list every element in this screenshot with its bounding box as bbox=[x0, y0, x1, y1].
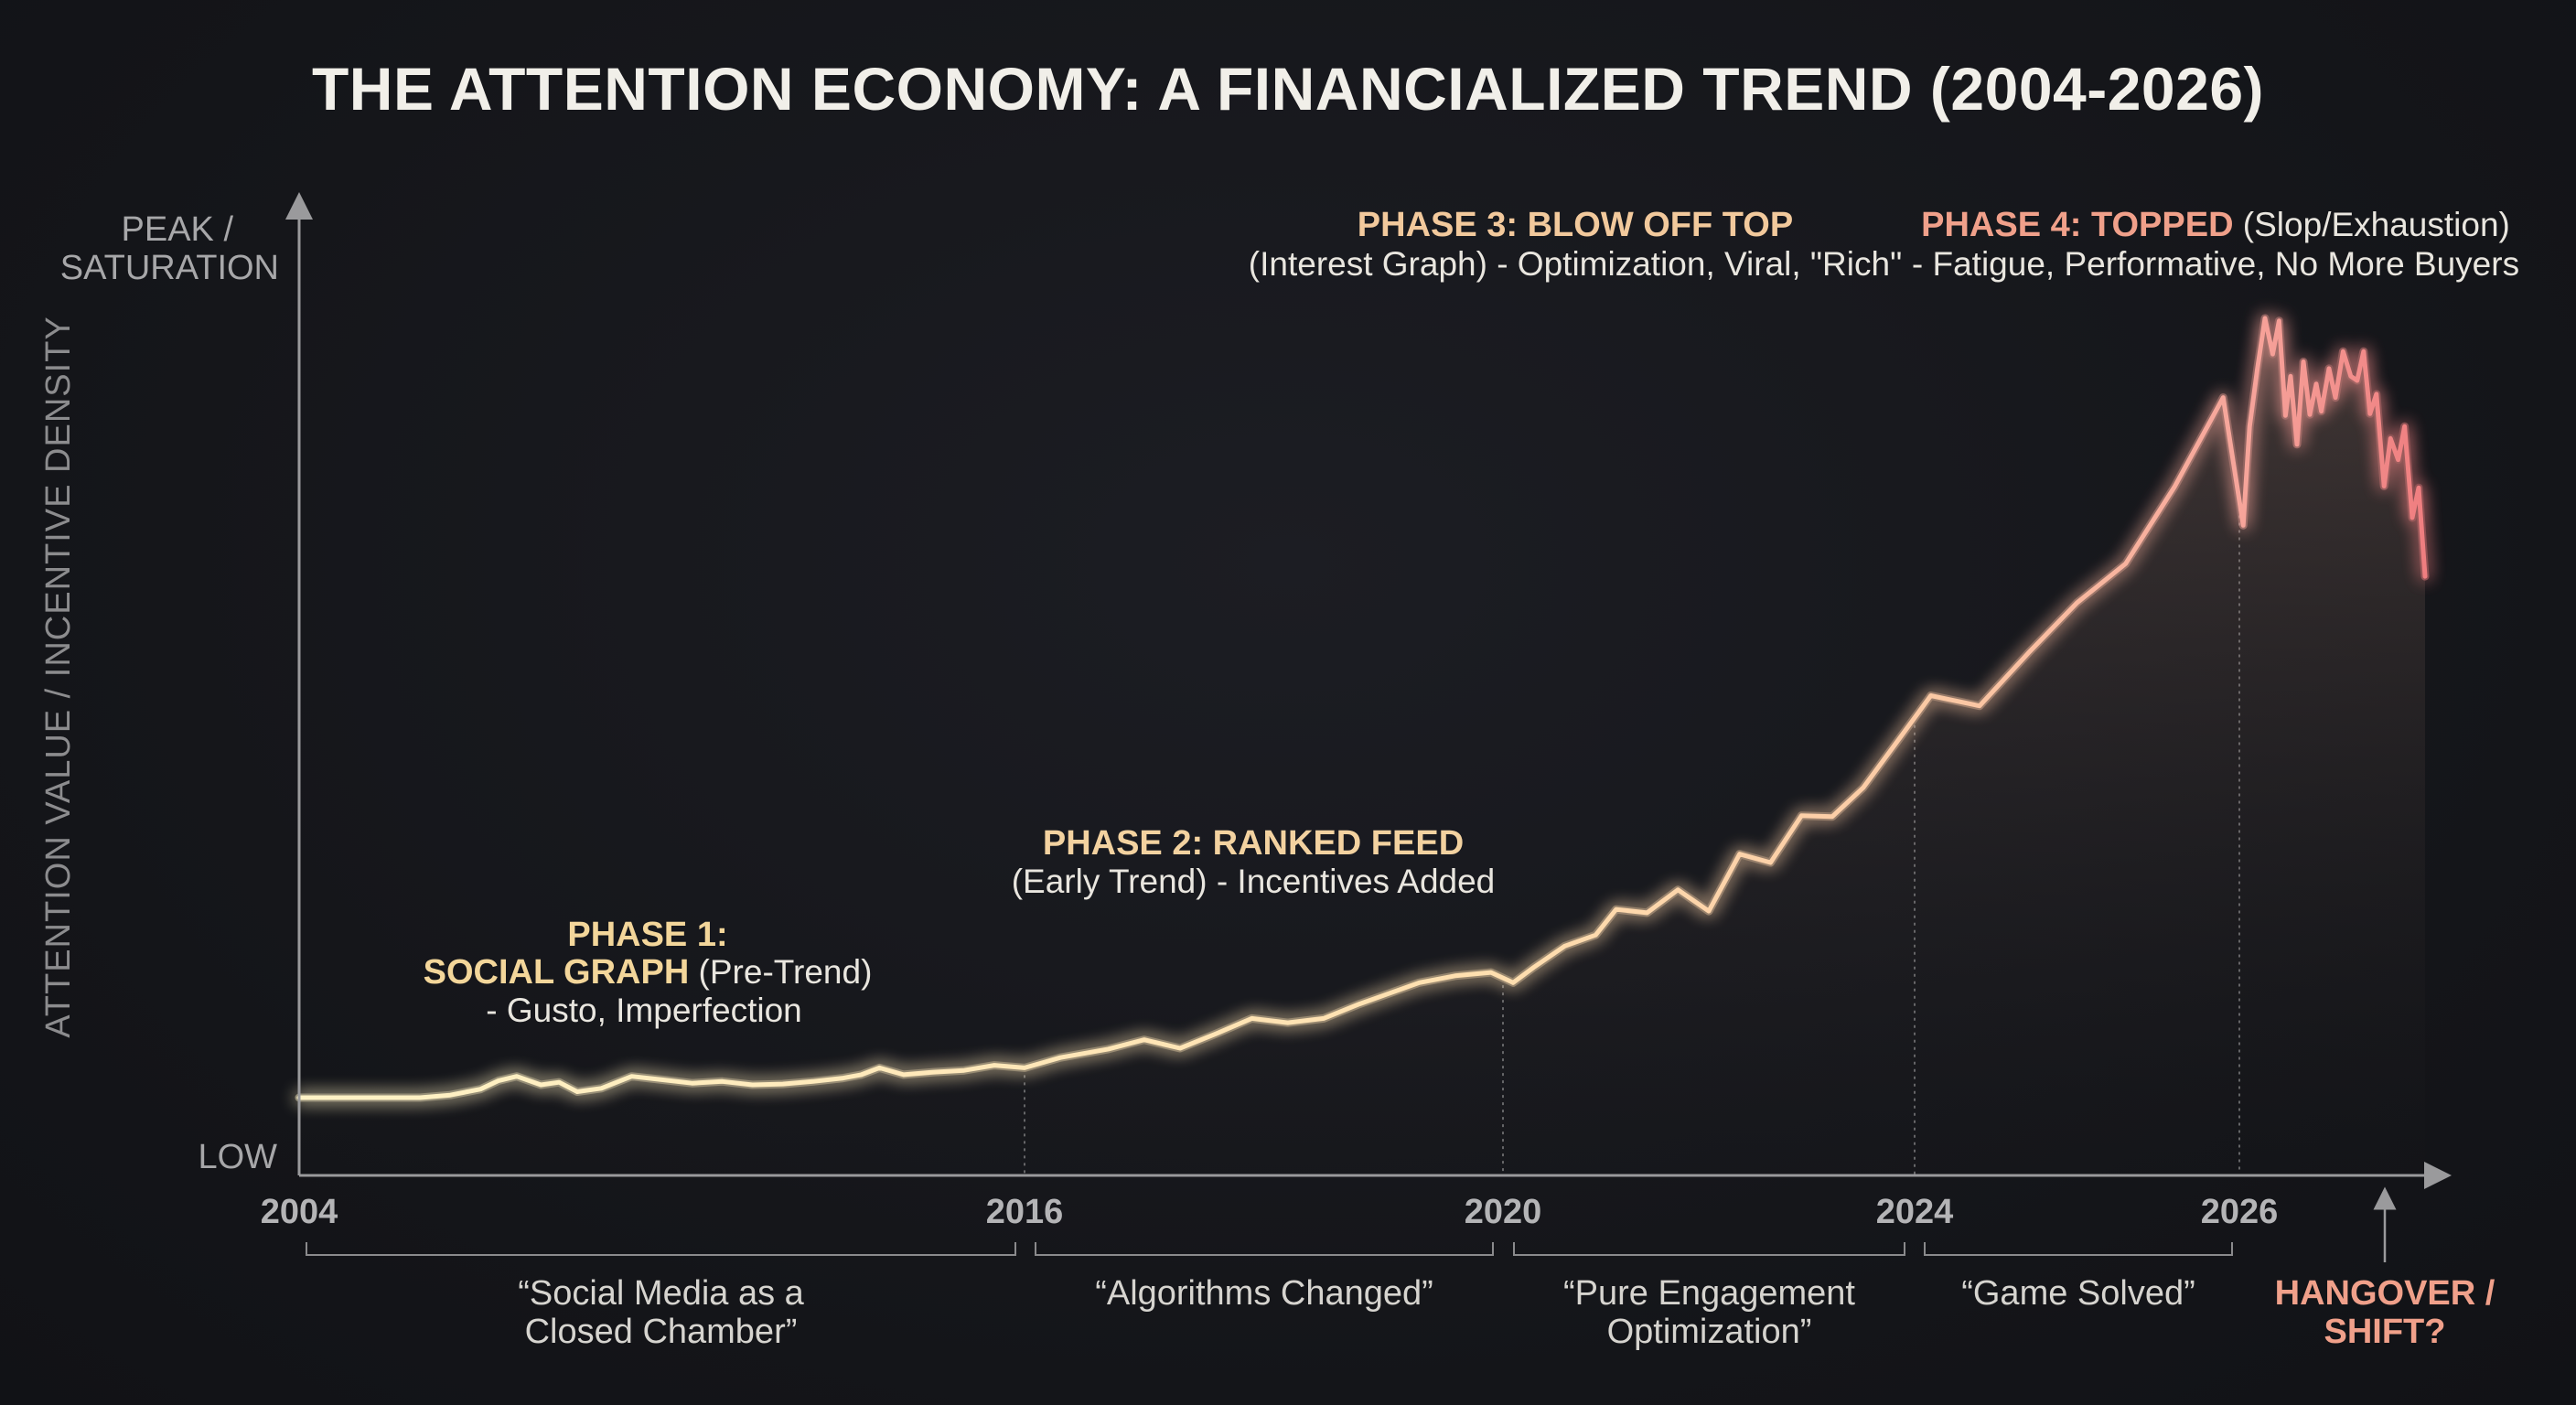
era-label-4-line1: “Game Solved” bbox=[1961, 1274, 2195, 1313]
phase2-annotation: PHASE 2: RANKED FEED (Early Trend) - Inc… bbox=[1012, 824, 1496, 900]
era-bracket-1 bbox=[306, 1242, 1016, 1256]
era-bracket-4 bbox=[1924, 1242, 2233, 1256]
phase1-body: - Gusto, Imperfection bbox=[486, 992, 801, 1029]
phase3-title: PHASE 3: BLOW OFF TOP bbox=[1358, 206, 1793, 244]
phase2-title: PHASE 2: RANKED FEED bbox=[1043, 824, 1464, 863]
phase1-subtitle: SOCIAL GRAPH (Pre-Trend) bbox=[424, 953, 873, 992]
era-label-1-line1: “Social Media as a bbox=[518, 1274, 804, 1313]
era-label-3-line1: “Pure Engagement bbox=[1563, 1274, 1855, 1313]
phase2-body: (Early Trend) - Incentives Added bbox=[1012, 863, 1496, 900]
era-label-2-line1: “Algorithms Changed” bbox=[1095, 1274, 1433, 1313]
series-area-fill bbox=[299, 318, 2425, 1175]
hangover-label-line1: HANGOVER / bbox=[2275, 1274, 2496, 1313]
era-bracket-2 bbox=[1035, 1242, 1494, 1256]
era-label-1-line2: Closed Chamber” bbox=[525, 1313, 798, 1351]
era-bracket-3 bbox=[1513, 1242, 1905, 1256]
y-axis-title: ATTENTION VALUE / INCENTIVE DENSITY bbox=[39, 316, 78, 1037]
series-line-attention-value bbox=[296, 316, 2428, 1100]
phase1-subtitle-head: SOCIAL GRAPH bbox=[424, 953, 690, 992]
phase1-annotation: PHASE 1: SOCIAL GRAPH (Pre-Trend) - Gust… bbox=[424, 916, 873, 1029]
y-top-label-line2: SATURATION bbox=[60, 249, 279, 287]
hangover-annotation: HANGOVER / SHIFT? bbox=[2275, 1186, 2496, 1351]
chart-title: THE ATTENTION ECONOMY: A FINANCIALIZED T… bbox=[312, 55, 2264, 123]
phase1-subtitle-inline: (Pre-Trend) bbox=[689, 953, 872, 991]
phase4-title: PHASE 4: TOPPED (Slop/Exhaustion) bbox=[1921, 206, 2510, 244]
phase4-title-inline: (Slop/Exhaustion) bbox=[2234, 206, 2510, 243]
phase4-body: - Fatigue, Performative, No More Buyers bbox=[1912, 245, 2519, 283]
hangover-label-line2: SHIFT? bbox=[2324, 1313, 2446, 1351]
phase3-body: (Interest Graph) - Optimization, Viral, … bbox=[1249, 245, 1902, 283]
phase4-annotation: PHASE 4: TOPPED (Slop/Exhaustion) - Fati… bbox=[1912, 206, 2519, 283]
x-tick-2020: 2020 bbox=[1465, 1193, 1542, 1231]
y-bottom-label: LOW bbox=[198, 1138, 277, 1176]
era-label-3-line2: Optimization” bbox=[1607, 1313, 1812, 1351]
x-tick-2024: 2024 bbox=[1876, 1193, 1954, 1231]
x-tick-2004: 2004 bbox=[261, 1193, 338, 1231]
phase4-title-head: PHASE 4: TOPPED bbox=[1921, 206, 2233, 244]
phase3-annotation: PHASE 3: BLOW OFF TOP (Interest Graph) -… bbox=[1249, 206, 1902, 283]
y-top-label-line1: PEAK / bbox=[122, 210, 234, 249]
x-tick-2026: 2026 bbox=[2201, 1193, 2279, 1231]
x-tick-2016: 2016 bbox=[986, 1193, 1064, 1231]
x-tick-labels: 2004 2016 2020 2024 2026 bbox=[261, 1193, 2279, 1231]
phase1-title: PHASE 1: bbox=[567, 916, 727, 954]
